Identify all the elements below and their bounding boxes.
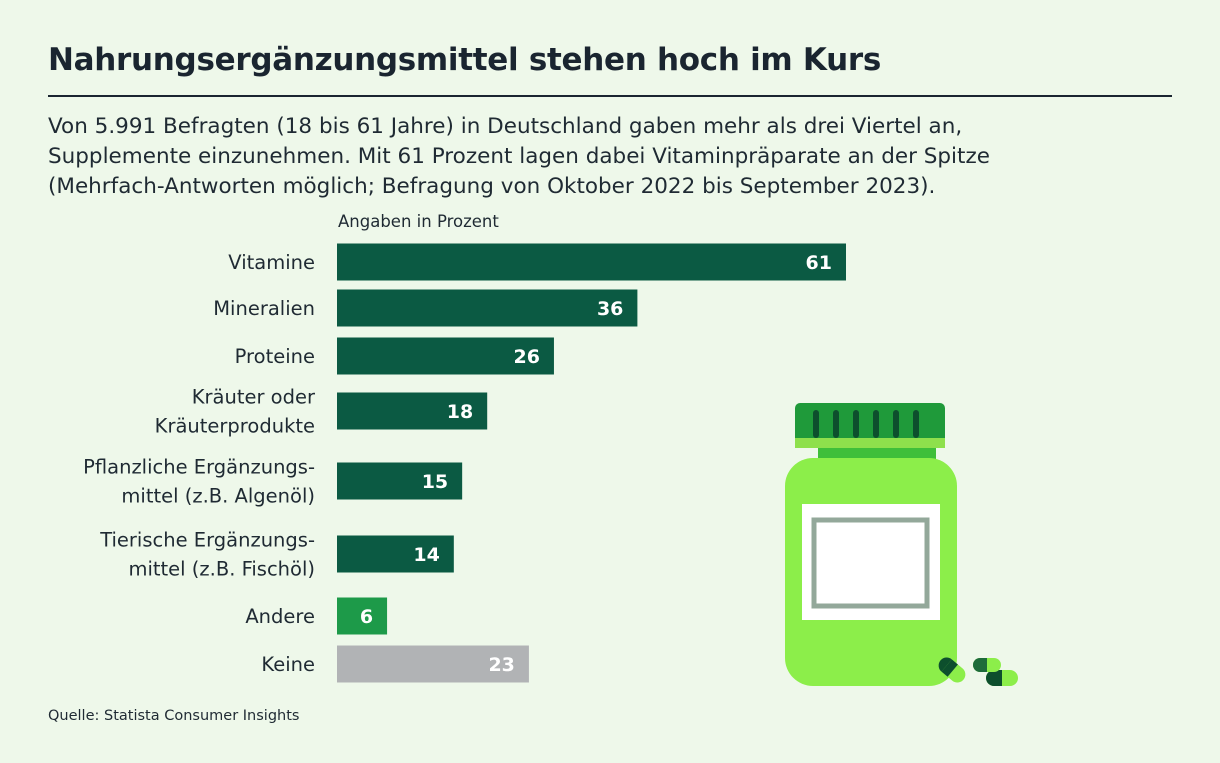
bar-7 [337, 597, 388, 635]
subtitle-line: (Mehrfach-Antworten möglich; Befragung v… [48, 174, 936, 199]
category-label: Kräuter oder [192, 386, 316, 409]
category-label: Vitamine [228, 251, 315, 274]
bar-1 [337, 243, 846, 281]
bar-3 [337, 337, 554, 375]
bar-4 [337, 392, 488, 430]
value-label: 26 [513, 346, 539, 368]
value-label: 61 [806, 252, 832, 274]
bar-5 [337, 462, 463, 500]
category-label: Kräuterprodukte [155, 415, 315, 438]
category-label: mittel (z.B. Algenöl) [121, 485, 315, 508]
supplement-jar-icon [785, 403, 1018, 686]
subtitle-line: Supplemente einzunehmen. Mit 61 Prozent … [48, 144, 990, 169]
value-label: 6 [360, 606, 373, 628]
source-note: Quelle: Statista Consumer Insights [48, 708, 300, 724]
value-label: 23 [488, 654, 514, 676]
title-divider [48, 95, 1172, 97]
category-label: Proteine [235, 345, 315, 368]
value-label: 15 [422, 471, 448, 493]
category-label: Keine [261, 653, 315, 676]
category-label: Tierische Ergänzungs- [99, 529, 315, 552]
value-label: 36 [597, 298, 623, 320]
value-label: 18 [447, 401, 473, 423]
bar-2 [337, 289, 638, 327]
category-label: Mineralien [213, 297, 315, 320]
subtitle-line: Von 5.991 Befragten (18 bis 61 Jahre) in… [48, 114, 963, 139]
bar-8 [337, 645, 529, 683]
chart-title: Nahrungsergänzungsmittel stehen hoch im … [48, 42, 881, 78]
category-label: mittel (z.B. Fischöl) [128, 558, 315, 581]
category-label: Andere [245, 605, 315, 628]
chart-subtitle: Von 5.991 Befragten (18 bis 61 Jahre) in… [48, 112, 1178, 202]
bar-6 [337, 535, 454, 573]
value-label: 14 [413, 544, 439, 566]
units-label: Angaben in Prozent [338, 212, 499, 231]
category-label: Pflanzliche Ergänzungs- [83, 456, 315, 479]
